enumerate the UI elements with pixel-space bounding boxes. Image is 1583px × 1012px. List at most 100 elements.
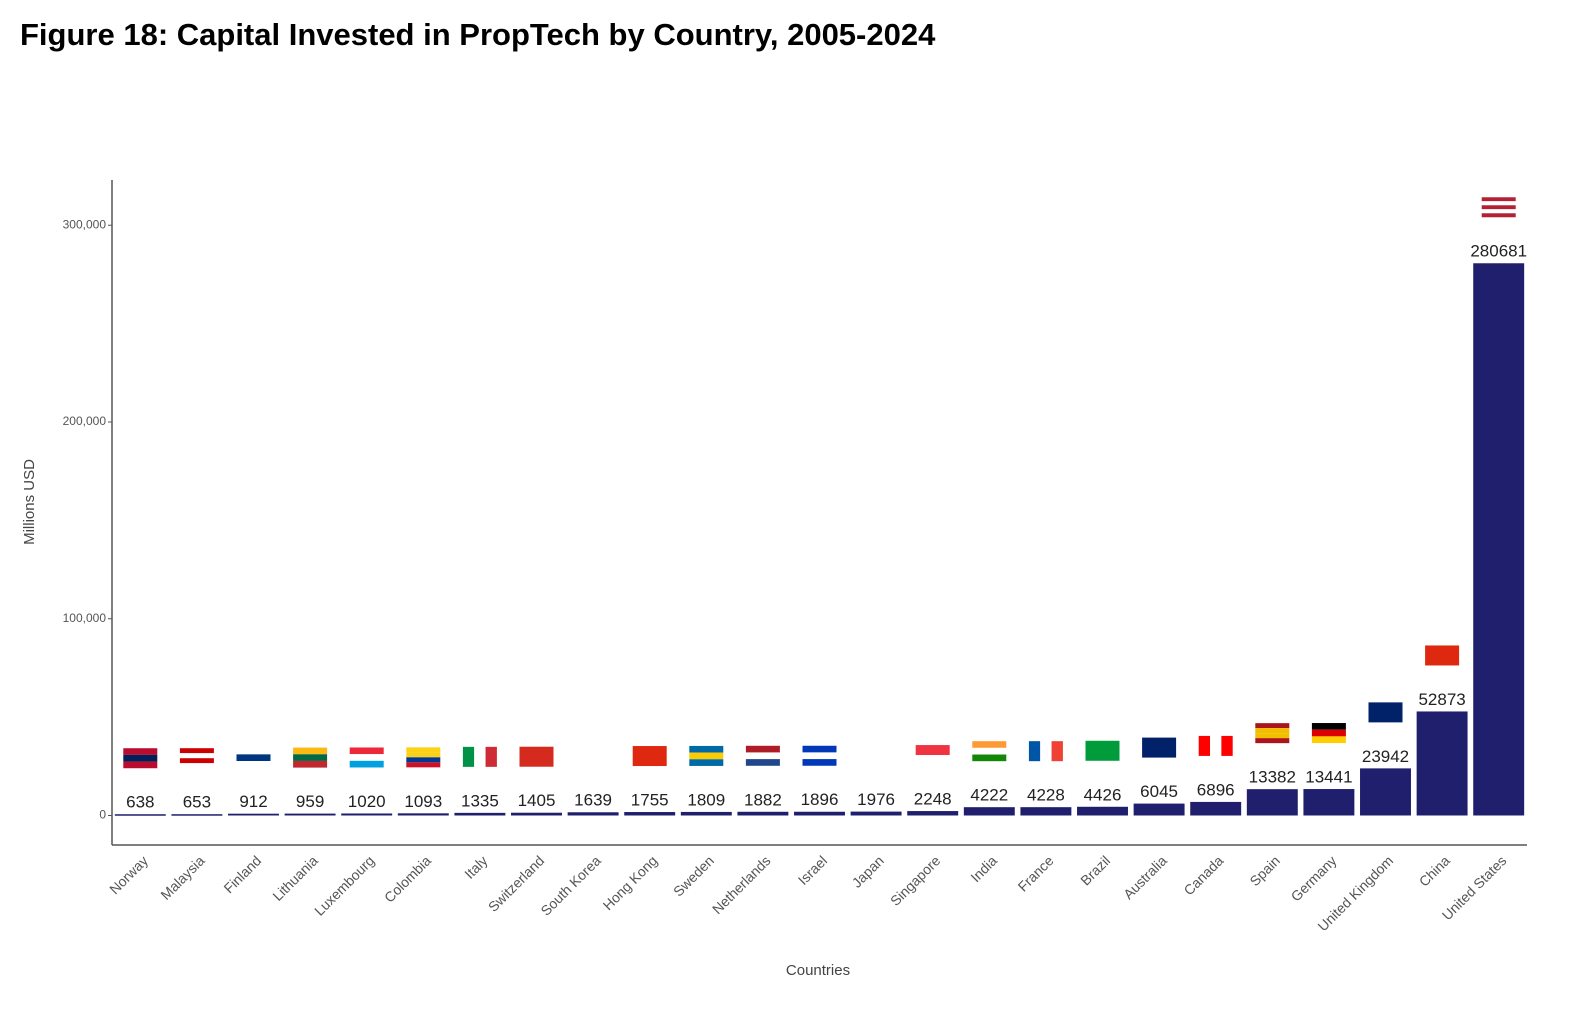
- value-label: 4426: [1084, 785, 1122, 804]
- x-tick-label: China: [1416, 852, 1453, 889]
- x-tick-label: Italy: [461, 852, 490, 881]
- x-tick-label: Norway: [106, 852, 151, 897]
- flag: [349, 760, 384, 768]
- flag: [179, 758, 214, 764]
- x-tick-label: Spain: [1246, 852, 1283, 889]
- x-tick-label: Japan: [849, 852, 887, 890]
- bar: [114, 814, 166, 816]
- x-tick-label: Luxembourg: [311, 852, 377, 918]
- value-label: 912: [239, 792, 267, 811]
- flag: [1311, 736, 1346, 744]
- bar: [794, 811, 845, 816]
- bar: [1020, 807, 1072, 816]
- flag: [1481, 209, 1516, 214]
- flag: [689, 745, 724, 753]
- flag: [123, 754, 158, 762]
- flag: [179, 748, 214, 754]
- flag: [689, 759, 724, 766]
- y-tick-label: 300,000: [63, 217, 107, 231]
- flag: [406, 762, 441, 768]
- value-label: 4222: [970, 786, 1008, 805]
- value-label: 1882: [744, 790, 782, 809]
- flag: [1255, 723, 1290, 729]
- flag: [1210, 735, 1222, 756]
- value-label: 6045: [1140, 782, 1178, 801]
- y-tick-label: 0: [99, 808, 106, 822]
- bar: [1077, 806, 1128, 816]
- flag: [349, 747, 384, 755]
- bar: [624, 812, 676, 816]
- flag: [1481, 205, 1516, 210]
- flag: [972, 747, 1007, 755]
- flag: [1221, 735, 1233, 756]
- value-label: 280681: [1470, 242, 1527, 261]
- bar: [228, 813, 279, 816]
- flag: [349, 754, 384, 761]
- bar: [1303, 789, 1355, 816]
- flag: [406, 752, 441, 758]
- flag: [519, 746, 554, 767]
- x-tick-label: Canada: [1180, 852, 1226, 898]
- flag: [632, 746, 667, 767]
- value-label: 1639: [574, 791, 612, 810]
- x-tick-label: Sweden: [670, 852, 717, 899]
- flag: [802, 745, 837, 753]
- x-tick-label: Hong Kong: [600, 852, 661, 913]
- flag: [474, 746, 486, 767]
- bar: [1416, 711, 1468, 816]
- flag: [1255, 738, 1290, 744]
- x-tick-label: Israel: [795, 852, 831, 888]
- flag: [745, 752, 780, 760]
- bar: [454, 812, 506, 816]
- flag: [1481, 213, 1516, 218]
- bar: [341, 813, 393, 816]
- flag: [745, 745, 780, 753]
- flag: [1198, 735, 1211, 756]
- flag: [915, 755, 950, 766]
- value-label: 1976: [857, 790, 895, 809]
- x-tick-label: Lithuania: [269, 852, 321, 904]
- flag: [462, 746, 475, 767]
- flag: [1311, 723, 1346, 730]
- bar: [737, 811, 789, 816]
- flag: [1255, 733, 1290, 739]
- value-label: 653: [183, 793, 211, 812]
- value-label: 1093: [404, 792, 442, 811]
- flag: [1425, 645, 1460, 666]
- x-tick-label: South Korea: [537, 852, 604, 919]
- flag: [179, 763, 214, 769]
- flag: [123, 748, 158, 755]
- flag: [179, 753, 214, 759]
- flag: [293, 754, 328, 761]
- flag: [1142, 737, 1177, 758]
- value-label: 1405: [518, 791, 556, 810]
- y-tick-label: 200,000: [63, 414, 107, 428]
- bar: [1190, 801, 1242, 816]
- x-tick-label: Netherlands: [709, 852, 774, 917]
- x-tick-label: Brazil: [1077, 852, 1113, 888]
- flag: [1368, 702, 1403, 723]
- flag: [293, 747, 328, 755]
- flag: [236, 754, 271, 762]
- bar: [680, 811, 732, 816]
- flag: [915, 745, 950, 756]
- bar: [397, 813, 449, 816]
- flag: [236, 747, 271, 755]
- flag: [576, 746, 611, 767]
- x-axis-label: Countries: [786, 962, 850, 979]
- flag: [1311, 729, 1346, 737]
- value-label: 52873: [1418, 690, 1465, 709]
- flag: [406, 757, 441, 763]
- flag: [745, 759, 780, 766]
- x-tick-label: Colombia: [381, 852, 434, 905]
- value-label: 1335: [461, 791, 499, 810]
- flag: [406, 747, 441, 753]
- value-label: 6896: [1197, 780, 1235, 799]
- flag: [689, 752, 724, 760]
- flag: [972, 741, 1007, 748]
- flag: [293, 760, 328, 768]
- flag: [485, 746, 497, 767]
- flag: [1481, 197, 1516, 202]
- bar: [1360, 768, 1411, 816]
